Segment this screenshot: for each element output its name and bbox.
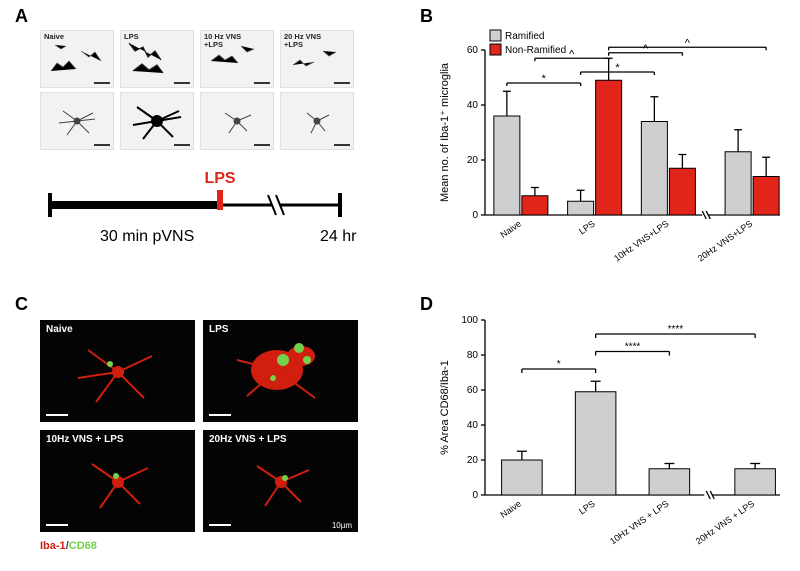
pc-scale: 10µm: [332, 521, 352, 530]
timeline-end: 24 hr: [320, 228, 357, 245]
svg-text:0: 0: [472, 490, 478, 501]
svg-text:Naive: Naive: [498, 498, 523, 519]
panel-d-chart: 0 20 40 60 80 100 % Area CD68/Iba-1 Naive LPS 10H…: [430, 300, 790, 570]
svg-text:20Hz VNS + LPS: 20Hz VNS + LPS: [694, 498, 757, 546]
panel-a-timeline: LPS 30 min pVNS 24 hr: [40, 165, 380, 275]
svg-text:^: ^: [643, 43, 649, 55]
panel-b-chart: 0 20 40 60 Mean no. of Iba-1⁺ microglia Ramif…: [430, 20, 790, 290]
svg-text:10Hz VNS+LPS: 10Hz VNS+LPS: [612, 218, 670, 263]
svg-text:Naive: Naive: [498, 218, 523, 239]
svg-text:Mean no. of Iba-1⁺ microglia: Mean no. of Iba-1⁺ microglia: [439, 62, 451, 202]
panel-a-label: A: [15, 6, 28, 27]
stain-green: CD68: [69, 540, 97, 552]
svg-text:*: *: [557, 359, 561, 370]
svg-text:20: 20: [467, 155, 479, 166]
svg-text:^: ^: [685, 37, 691, 49]
panel-c-label: C: [15, 294, 28, 315]
timeline-pre: 30 min pVNS: [100, 228, 194, 245]
stain-labels: Iba-1/CD68: [40, 540, 97, 552]
svg-text:^: ^: [569, 48, 575, 60]
svg-text:20Hz VNS+LPS: 20Hz VNS+LPS: [696, 218, 754, 263]
svg-text:80: 80: [467, 350, 479, 361]
svg-text:20: 20: [467, 455, 479, 466]
svg-text:****: ****: [668, 324, 684, 335]
stain-red: Iba-1: [40, 540, 66, 552]
svg-text:0: 0: [472, 210, 478, 221]
timeline-lps: LPS: [204, 170, 235, 187]
svg-text:Ramified: Ramified: [505, 31, 544, 42]
svg-text:40: 40: [467, 100, 479, 111]
svg-text:60: 60: [467, 45, 479, 56]
svg-text:100: 100: [461, 315, 478, 326]
svg-text:****: ****: [625, 342, 641, 353]
svg-text:60: 60: [467, 385, 479, 396]
svg-text:10Hz VNS + LPS: 10Hz VNS + LPS: [608, 498, 671, 546]
svg-text:LPS: LPS: [577, 218, 597, 236]
svg-text:% Area CD68/Iba-1: % Area CD68/Iba-1: [439, 360, 451, 455]
svg-text:LPS: LPS: [577, 498, 597, 516]
figure-container: { "labels": { "A":"A","B":"B","C":"C","D…: [0, 0, 800, 571]
svg-text:40: 40: [467, 420, 479, 431]
svg-text:*: *: [542, 73, 547, 85]
svg-text:Non-Ramified: Non-Ramified: [505, 45, 566, 56]
svg-text:*: *: [615, 62, 620, 74]
